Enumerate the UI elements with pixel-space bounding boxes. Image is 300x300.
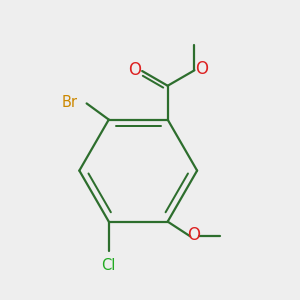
Text: Cl: Cl bbox=[102, 257, 116, 272]
Text: O: O bbox=[187, 226, 200, 244]
Text: O: O bbox=[195, 60, 208, 78]
Text: Br: Br bbox=[62, 95, 78, 110]
Text: O: O bbox=[128, 61, 141, 79]
